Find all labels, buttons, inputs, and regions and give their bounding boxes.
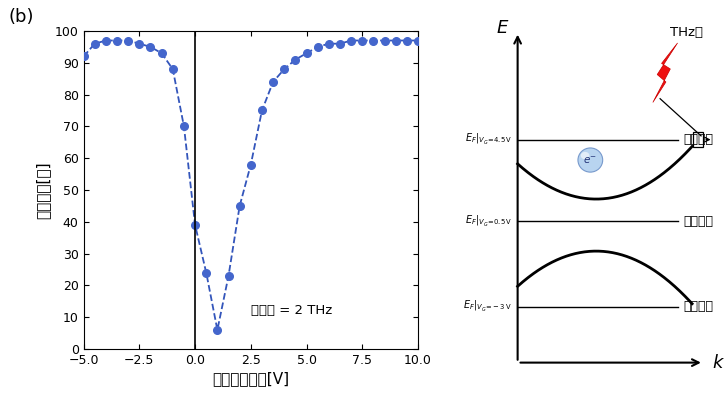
- X-axis label: ゲート電圧　[V]: ゲート電圧 [V]: [212, 371, 289, 386]
- Text: 吸収なし: 吸収なし: [683, 215, 713, 228]
- Text: $e^{-}$: $e^{-}$: [583, 154, 598, 166]
- Text: 吸収あり: 吸収あり: [683, 300, 713, 313]
- Text: 周波数 = 2 THz: 周波数 = 2 THz: [251, 304, 332, 317]
- Text: $k$: $k$: [712, 354, 726, 372]
- Text: $E_F|_{V_G\!=\!4.5\,\mathrm{V}}$: $E_F|_{V_G\!=\!4.5\,\mathrm{V}}$: [465, 132, 512, 147]
- Text: $E_F|_{V_G\!=\!-3\,\mathrm{V}}$: $E_F|_{V_G\!=\!-3\,\mathrm{V}}$: [463, 299, 512, 314]
- Ellipse shape: [578, 148, 603, 172]
- Text: $E_F|_{V_G\!=\!0.5\,\mathrm{V}}$: $E_F|_{V_G\!=\!0.5\,\mathrm{V}}$: [465, 214, 512, 229]
- Text: $E$: $E$: [496, 19, 509, 37]
- Y-axis label: 吸収率　[％]: 吸収率 [％]: [36, 161, 51, 219]
- Text: 吸収あり: 吸収あり: [683, 133, 713, 146]
- Text: THz光: THz光: [670, 26, 703, 39]
- Ellipse shape: [581, 152, 590, 159]
- Polygon shape: [653, 43, 678, 102]
- Text: (b): (b): [9, 8, 34, 26]
